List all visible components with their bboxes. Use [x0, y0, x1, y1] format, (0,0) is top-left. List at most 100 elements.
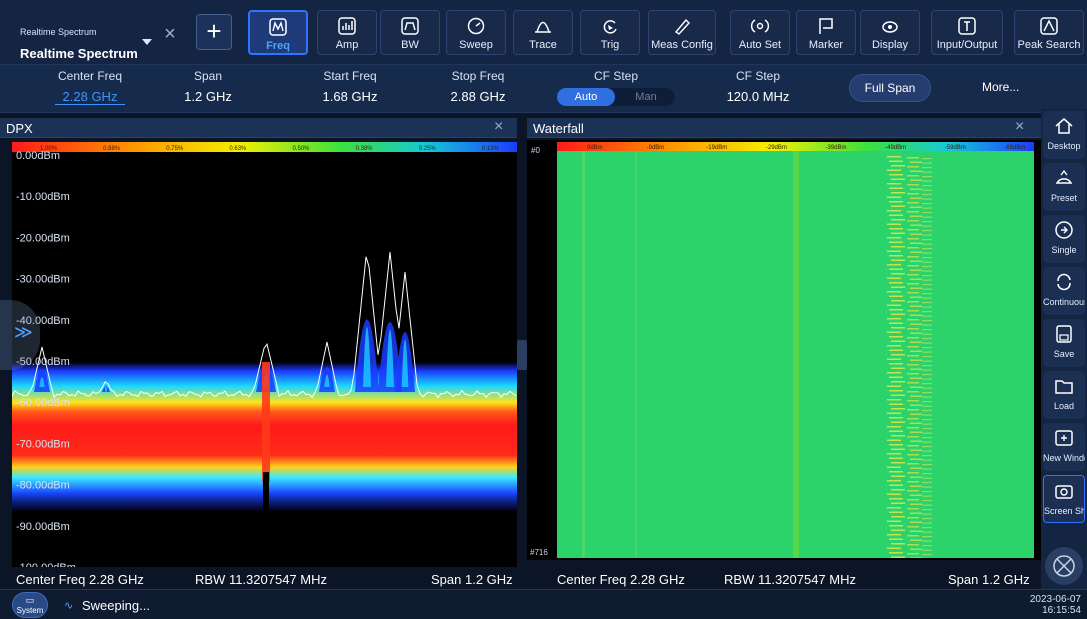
- center-freq-value[interactable]: 2.28 GHz: [54, 89, 126, 105]
- close-icon[interactable]: ×: [164, 23, 176, 45]
- waterfall-signal-trace: [907, 400, 919, 402]
- desktop-button[interactable]: Desktop: [1043, 111, 1085, 159]
- waterfall-signal-trace: [907, 328, 919, 330]
- waterfall-signal-trace: [922, 302, 932, 304]
- single-label: Single: [1051, 245, 1077, 255]
- waterfall-signal-trace: [910, 341, 922, 343]
- status-bar: ▭ System ∿ Sweeping... 2023-06-07 16:15:…: [0, 589, 1087, 619]
- waterfall-signal-trace: [922, 266, 932, 268]
- span-param[interactable]: Span 1.2 GHz: [168, 65, 248, 113]
- cf-step-mode-param[interactable]: CF Step Auto Man: [556, 65, 676, 113]
- waterfall-signal-trace: [910, 557, 922, 558]
- expand-panel-handle[interactable]: ≫: [0, 300, 40, 370]
- sweep-button[interactable]: Sweep: [446, 10, 506, 55]
- amp-button[interactable]: Amp: [317, 10, 377, 55]
- amp-icon: [338, 17, 356, 35]
- input-output-icon: [958, 17, 976, 35]
- waterfall-signal-trace: [889, 336, 903, 338]
- waterfall-signal-trace: [907, 301, 919, 303]
- waterfall-signal-trace: [907, 229, 919, 231]
- waterfall-signal-trace: [922, 221, 932, 223]
- cf-step-param[interactable]: CF Step 120.0 MHz: [708, 65, 808, 113]
- new-window-button[interactable]: New Window: [1043, 423, 1085, 471]
- save-button[interactable]: Save: [1043, 319, 1085, 367]
- start-freq-param[interactable]: Start Freq 1.68 GHz: [305, 65, 395, 113]
- more-button[interactable]: More...: [982, 80, 1020, 94]
- waterfall-signal-trace: [922, 248, 932, 250]
- preset-button[interactable]: Preset: [1043, 163, 1085, 211]
- trig-label: Trig: [600, 39, 620, 51]
- waterfall-signal-trace: [922, 495, 932, 497]
- add-window-button[interactable]: +: [196, 14, 232, 50]
- waterfall-faint-line: [635, 151, 637, 558]
- cf-step-auto-option[interactable]: Auto: [557, 88, 615, 106]
- waterfall-signal-trace: [887, 291, 901, 293]
- waterfall-signal-trace: [910, 314, 922, 316]
- single-button[interactable]: Single: [1043, 215, 1085, 263]
- waterfall-signal-trace: [910, 467, 922, 469]
- waterfall-signal-trace: [922, 522, 932, 524]
- auto-set-button[interactable]: Auto Set: [730, 10, 790, 55]
- load-button[interactable]: Load: [1043, 371, 1085, 419]
- waterfall-signal-trace: [887, 304, 901, 306]
- waterfall-signal-trace: [922, 428, 932, 430]
- app-menu-button[interactable]: [1045, 547, 1083, 585]
- waterfall-signal-trace: [907, 319, 919, 321]
- waterfall-signal-trace: [922, 513, 932, 515]
- waterfall-display[interactable]: 0dBm -9dBm -19dBm -29dBm -39dBm -49dBm -59dBm -…: [557, 142, 1034, 558]
- full-span-button[interactable]: Full Span: [849, 74, 931, 102]
- waterfall-signal-trace: [907, 499, 919, 501]
- dpx-y-tick-label: -40.00dBm: [16, 315, 70, 327]
- waterfall-signal-trace: [907, 310, 919, 312]
- waterfall-signal-trace: [907, 292, 919, 294]
- waterfall-signal-trace: [891, 313, 905, 315]
- waterfall-signal-trace: [910, 485, 922, 487]
- waterfall-signal-trace: [907, 184, 919, 186]
- peak-search-button[interactable]: Peak Search: [1014, 10, 1084, 55]
- close-icon[interactable]: ×: [494, 118, 504, 135]
- waterfall-signal-trace: [922, 360, 932, 362]
- dpx-display[interactable]: 1.00% 0.88% 0.75% 0.63% 0.50% 0.38% 0.25% 0.13%…: [12, 142, 517, 567]
- system-button[interactable]: ▭ System: [12, 592, 48, 618]
- dpx-colorbar-label: 0.63%: [229, 146, 247, 152]
- display-button[interactable]: Display: [860, 10, 920, 55]
- waterfall-signal-trace: [910, 548, 922, 550]
- dpx-y-tick-label: -10.00dBm: [16, 191, 70, 203]
- waterfall-signal-trace: [907, 364, 919, 366]
- waterfall-signal-trace: [891, 489, 905, 491]
- waterfall-graphic: 0dBm -9dBm -19dBm -29dBm -39dBm -49dBm -59dBm -…: [557, 142, 1034, 558]
- marker-button[interactable]: Marker: [796, 10, 856, 55]
- waterfall-signal-trace: [887, 439, 901, 441]
- waterfall-signal-trace: [910, 350, 922, 352]
- waterfall-signal-trace: [889, 349, 903, 351]
- cf-step-auto-man-toggle[interactable]: Auto Man: [557, 88, 675, 106]
- cf-step-man-option[interactable]: Man: [635, 91, 657, 103]
- center-freq-param[interactable]: Center Freq 2.28 GHz: [35, 65, 145, 113]
- waterfall-signal-trace: [891, 408, 905, 410]
- continuous-button[interactable]: Continuous: [1043, 267, 1085, 315]
- freq-icon: [269, 18, 287, 36]
- time: 16:15:54: [1042, 605, 1081, 616]
- close-icon[interactable]: ×: [1015, 118, 1025, 135]
- waterfall-signal-trace: [922, 450, 932, 452]
- freq-button[interactable]: Freq: [248, 10, 308, 55]
- dpx-signal-peak-core: [363, 327, 371, 387]
- meas-config-button[interactable]: Meas Config: [648, 10, 716, 55]
- waterfall-colorbar-label: -39dBm: [826, 145, 847, 151]
- waterfall-signal-trace: [907, 463, 919, 465]
- waterfall-colorbar-label: -59dBm: [945, 145, 966, 151]
- mode-selector[interactable]: Realtime Spectrum Realtime Spectrum: [8, 8, 152, 61]
- screen-shot-button[interactable]: Screen Shot: [1043, 475, 1085, 523]
- trace-button[interactable]: Trace: [513, 10, 573, 55]
- right-sidebar: Desktop Preset Single Continuous Save Lo…: [1041, 109, 1087, 589]
- bw-button[interactable]: BW: [380, 10, 440, 55]
- panel-splitter-handle[interactable]: [517, 340, 527, 370]
- waterfall-signal-trace: [922, 423, 932, 425]
- dpx-footer: Center Freq 2.28 GHz RBW 11.3207547 MHz …: [12, 568, 517, 590]
- trig-button[interactable]: Trig: [580, 10, 640, 55]
- dpx-colorbar: [12, 142, 517, 152]
- stop-freq-param[interactable]: Stop Freq 2.88 GHz: [433, 65, 523, 113]
- waterfall-signal-trace: [922, 279, 932, 281]
- input-output-button[interactable]: Input/Output: [931, 10, 1003, 55]
- waterfall-signal-trace: [887, 399, 901, 401]
